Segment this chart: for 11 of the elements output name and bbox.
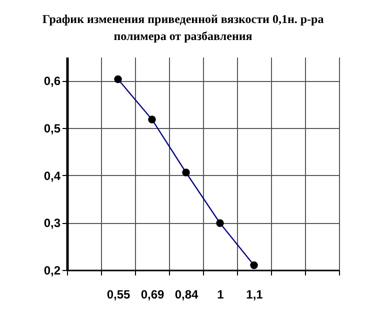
x-tick-label: 0,69 <box>140 288 164 302</box>
y-tick-label: 0,4 <box>44 168 61 183</box>
y-tick-label: 0,5 <box>44 122 61 136</box>
y-tick-label: 0,6 <box>44 74 61 88</box>
x-tick-label: 1,1 <box>246 288 264 302</box>
y-tick-label: 0,3 <box>44 216 61 230</box>
x-tick-label: 1 <box>217 288 224 302</box>
y-tick-label: 0,2 <box>44 264 61 278</box>
x-tick-label: 0,55 <box>106 288 130 302</box>
chart-title: График изменения приведенной вязкости 0,1н. р-ра полимера от разбавления <box>42 12 324 43</box>
x-tick-label: 0,84 <box>174 288 198 302</box>
